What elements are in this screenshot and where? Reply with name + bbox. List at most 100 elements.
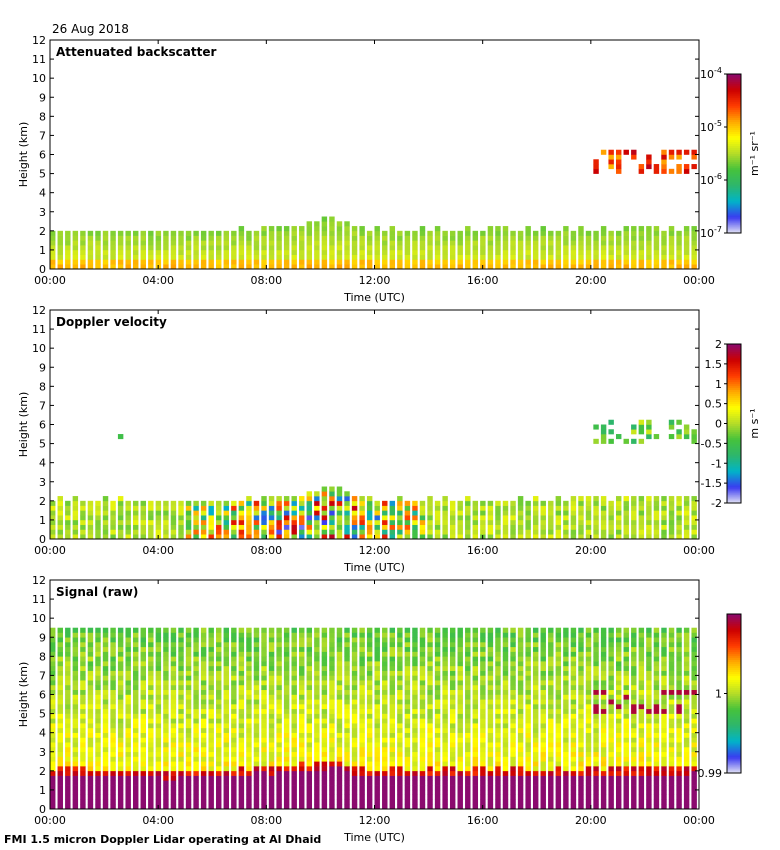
heatmap-cell: [50, 770, 56, 776]
heatmap-cell: [570, 240, 577, 246]
heatmap-cell: [683, 434, 690, 440]
heatmap-cell: [283, 689, 290, 695]
heatmap-cell: [283, 496, 290, 502]
heatmap-cell: [623, 718, 629, 724]
heatmap-cell: [253, 751, 260, 757]
heatmap-cell: [148, 510, 154, 516]
heatmap-cell: [268, 694, 275, 700]
heatmap-cell: [261, 632, 267, 638]
heatmap-cell: [525, 661, 531, 667]
heatmap-cell: [193, 519, 199, 525]
heatmap-cell: [314, 656, 320, 662]
heatmap-cell: [261, 230, 267, 236]
heatmap-cell: [50, 775, 56, 781]
heatmap-cell: [548, 789, 554, 795]
heatmap-cell: [276, 737, 282, 743]
heatmap-cell: [50, 789, 56, 795]
heatmap-cell: [555, 766, 562, 772]
heatmap-cell: [359, 632, 365, 638]
heatmap-cell: [668, 804, 675, 810]
heatmap-cell: [321, 780, 328, 786]
heatmap-cell: [495, 694, 501, 700]
heatmap-cell: [608, 718, 614, 724]
heatmap-cell: [336, 727, 343, 733]
heatmap-cell: [578, 737, 584, 743]
heatmap-cell: [238, 254, 245, 260]
heatmap-cell: [359, 785, 365, 791]
heatmap-cell: [344, 770, 350, 776]
heatmap-cell: [532, 240, 539, 246]
heatmap-cell: [623, 651, 629, 657]
heatmap-cell: [623, 254, 629, 260]
heatmap-cell: [502, 746, 509, 753]
heatmap-cell: [95, 524, 101, 530]
heatmap-cell: [276, 751, 282, 757]
heatmap-cell: [548, 637, 554, 643]
heatmap-cell: [532, 661, 539, 667]
heatmap-cell: [57, 775, 63, 781]
heatmap-cell: [502, 249, 509, 255]
heatmap-cell: [223, 632, 229, 638]
heatmap-cell: [253, 732, 260, 738]
heatmap-cell: [276, 500, 282, 506]
heatmap-cell: [185, 723, 192, 729]
heatmap-cell: [661, 789, 667, 795]
colorbar-segment: [727, 139, 741, 142]
heatmap-cell: [306, 226, 313, 232]
colorbar-segment: [727, 431, 741, 434]
heatmap-cell: [133, 637, 139, 643]
heatmap-cell: [253, 519, 260, 525]
heatmap-cell: [140, 254, 146, 260]
heatmap-cell: [321, 637, 328, 643]
heatmap-cell: [382, 524, 388, 530]
heatmap-cell: [532, 737, 539, 743]
heatmap-cell: [50, 534, 56, 540]
heatmap-cell: [638, 751, 645, 757]
heatmap-cell: [495, 524, 501, 530]
heatmap-cell: [382, 804, 388, 810]
heatmap-cell: [540, 699, 546, 705]
heatmap-cell: [125, 799, 131, 805]
heatmap-cell: [495, 804, 501, 810]
heatmap-cell: [638, 424, 645, 430]
heatmap-cell: [570, 264, 577, 270]
heatmap-cell: [517, 254, 524, 260]
heatmap-cell: [615, 708, 622, 714]
heatmap-cell: [299, 689, 305, 695]
heatmap-cell: [457, 651, 463, 657]
heatmap-cell: [480, 708, 486, 714]
heatmap-cell: [102, 761, 109, 767]
colorbar-segment: [727, 407, 741, 410]
heatmap-cell: [299, 799, 305, 805]
heatmap-cell: [102, 637, 109, 643]
heatmap-cell: [95, 642, 101, 648]
heatmap-cell: [570, 632, 577, 638]
heatmap-cell: [510, 804, 516, 810]
heatmap-cell: [314, 627, 320, 633]
heatmap-cell: [661, 642, 667, 648]
heatmap-cell: [246, 756, 252, 762]
heatmap-cell: [246, 718, 252, 724]
heatmap-cell: [661, 799, 667, 805]
heatmap-cell: [223, 235, 229, 241]
heatmap-cell: [87, 770, 94, 776]
heatmap-cell: [223, 761, 229, 767]
heatmap-cell: [412, 534, 418, 540]
heatmap-cell: [87, 737, 94, 743]
heatmap-cell: [600, 680, 607, 686]
heatmap-cell: [268, 761, 275, 767]
heatmap-cell: [246, 646, 252, 652]
heatmap-cell: [208, 670, 214, 676]
heatmap-cell: [532, 775, 539, 781]
heatmap-cell: [336, 642, 343, 648]
heatmap-cell: [449, 804, 456, 810]
heatmap-cell: [216, 789, 222, 795]
heatmap-cell: [216, 732, 222, 738]
heatmap-cell: [87, 505, 94, 511]
heatmap-cell: [653, 632, 660, 638]
heatmap-cell: [110, 249, 116, 255]
heatmap-cell: [495, 742, 501, 748]
heatmap-cell: [193, 794, 199, 800]
heatmap-cell: [110, 510, 116, 516]
heatmap-cell: [449, 799, 456, 805]
